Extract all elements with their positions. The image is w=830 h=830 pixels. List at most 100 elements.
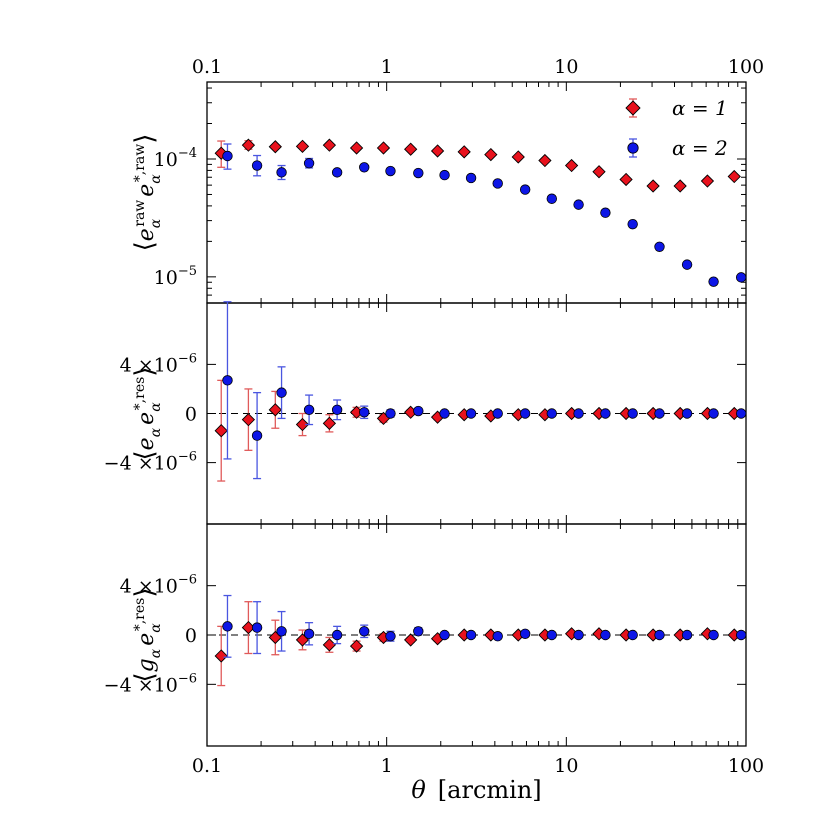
data-point-circle [359, 407, 370, 418]
data-point-circle [600, 207, 611, 218]
data-point-circle [385, 408, 396, 419]
data-point-circle [681, 629, 693, 641]
data-point-diamond [727, 169, 741, 184]
data-point-circle [439, 629, 450, 641]
x-axis-label-unit: [arcmin] [426, 776, 542, 804]
data-point-circle [654, 629, 665, 641]
data-point-circle [573, 629, 584, 641]
y-tick-label-exponent: −5 [178, 264, 197, 279]
y-label-symbol: e [134, 184, 159, 197]
y-label-bracket-open: ⟨ [130, 241, 160, 251]
x-axis-label: θ [arcmin] [411, 776, 541, 804]
data-point-diamond [349, 639, 364, 653]
data-point-circle [681, 259, 693, 270]
series-alpha-2 [222, 301, 747, 480]
data-point-circle [303, 158, 315, 169]
y-label-symbol: e [134, 228, 159, 241]
data-point-circle [359, 162, 370, 173]
data-point-circle [627, 218, 638, 230]
y-label-superscript: raw [132, 200, 148, 227]
y-tick-label-base: −4 ×10 [104, 674, 178, 696]
data-point-circle [519, 628, 531, 639]
data-point-circle [546, 629, 557, 641]
data-point-diamond [322, 416, 337, 430]
y-label-superscript: *,res [132, 598, 148, 632]
y-label-subscript: α [148, 427, 164, 437]
x-tick-label: 100 [728, 755, 764, 777]
data-point-circle [413, 167, 424, 179]
data-point-diamond [404, 142, 418, 156]
y-tick-label-exponent: −4 [178, 146, 197, 161]
y-label-symbol: e [134, 412, 159, 425]
legend-label: α = 2 [672, 136, 728, 160]
data-point-diamond [457, 145, 471, 159]
y-tick-label: 0 [185, 404, 197, 426]
data-point-diamond [430, 144, 445, 158]
data-point-circle [492, 408, 503, 419]
data-point-diamond [619, 172, 633, 187]
y-label-subscript: α [148, 402, 164, 412]
data-point-circle [222, 150, 233, 162]
y-label-bracket-close: ⟩ [130, 367, 160, 377]
y-tick-label-base: 10 [154, 267, 178, 289]
data-point-diamond [322, 638, 337, 652]
y-tick-label-exponent: −6 [178, 671, 197, 686]
top-x-tick-label: 0.1 [192, 56, 222, 78]
y-tick-label-exponent: −6 [178, 450, 197, 465]
data-point-circle [465, 629, 477, 641]
legend-marker-circle [627, 142, 639, 154]
data-point-circle [413, 626, 424, 637]
y-label-superscript: *,raw [132, 144, 148, 182]
data-point-circle [385, 631, 396, 642]
y-tick-label-exponent: −6 [178, 351, 197, 366]
y-label-bracket-close: ⟩ [130, 588, 160, 598]
y-tick-label-base: −4 ×10 [104, 453, 178, 475]
data-point-circle [385, 165, 396, 177]
data-point-circle [708, 408, 719, 419]
data-point-diamond [214, 649, 228, 663]
data-point-diamond [511, 150, 525, 164]
data-point-circle [251, 430, 263, 441]
data-point-circle [276, 387, 287, 398]
data-point-circle [708, 276, 719, 287]
data-point-diamond [268, 140, 282, 154]
x-tick-label: 1 [381, 755, 393, 777]
data-point-diamond [295, 417, 310, 432]
panel-middle: 4 ×10−60−4 ×10−6⟨eαeα*,res⟩ [104, 301, 747, 525]
y-axis-label: ⟨gαeα*,res⟩ [130, 588, 164, 683]
y-tick-label-base: 4 ×10 [120, 354, 178, 376]
data-point-circle [573, 408, 584, 419]
y-axis-label: ⟨eαraweα*,raw⟩ [130, 134, 164, 252]
data-point-circle [519, 408, 531, 419]
data-point-circle [439, 169, 450, 181]
data-point-diamond [295, 139, 310, 153]
data-point-circle [331, 167, 343, 178]
series-alpha-1 [214, 138, 741, 193]
data-point-circle [222, 621, 233, 632]
data-point-circle [546, 193, 557, 204]
y-label-symbol: e [134, 633, 159, 646]
data-point-circle [251, 622, 263, 633]
data-point-circle [331, 629, 343, 641]
data-point-diamond [404, 633, 418, 647]
data-point-circle [519, 184, 531, 195]
figure-layer: 10−410−50.1 1 10 100⟨eαraweα*,raw⟩α = 1α = … [104, 56, 764, 804]
y-tick-label: −4 ×10−6 [104, 450, 197, 475]
y-label-bracket-open: ⟨ [130, 672, 160, 682]
data-point-circle [735, 629, 747, 641]
y-tick-label: 10−5 [154, 264, 197, 289]
data-point-diamond [241, 138, 256, 152]
y-label-symbol: e [134, 437, 159, 450]
data-point-circle [573, 199, 584, 210]
data-point-circle [303, 404, 315, 416]
data-point-diamond [592, 165, 606, 179]
panel-top: 10−410−50.1 1 10 100⟨eαraweα*,raw⟩α = 1α = … [130, 56, 764, 304]
data-point-circle [222, 375, 233, 386]
top-x-tick-label: 1 [381, 56, 393, 78]
y-tick-label-base: 0 [185, 404, 197, 426]
y-label-symbol: g [134, 658, 159, 672]
data-point-circle [600, 408, 611, 419]
y-label-subscript: α [148, 648, 164, 658]
series-alpha-2 [222, 594, 747, 658]
